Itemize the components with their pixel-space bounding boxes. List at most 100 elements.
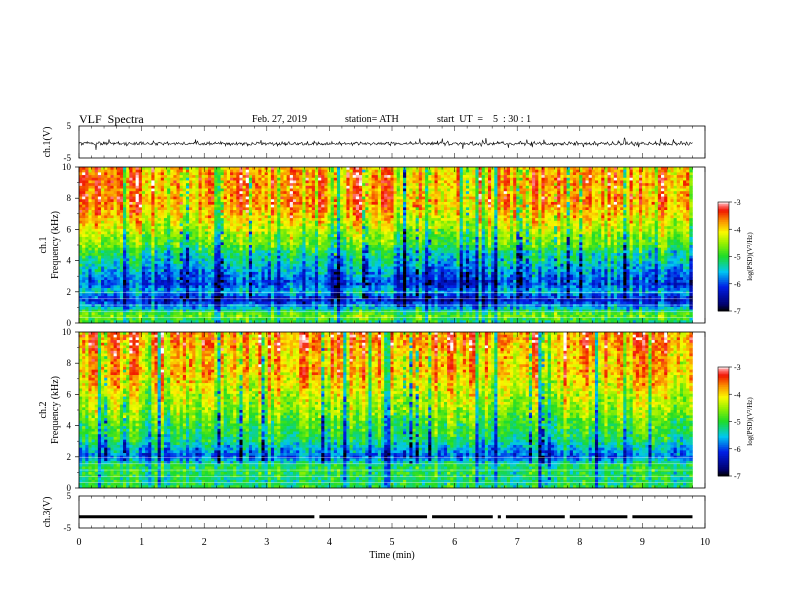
- ch1-spectrogram-cell: [126, 207, 129, 210]
- ch1-spectrogram-cell: [79, 229, 82, 232]
- ch1-spectrogram-cell: [95, 202, 98, 205]
- ch1-spectrogram-cell: [328, 223, 331, 226]
- ch1-spectrogram-cell: [98, 275, 101, 278]
- ch1-spectrogram-cell: [123, 213, 126, 216]
- ch1-spectrogram-cell: [189, 205, 192, 208]
- ch1-spectrogram-cell: [324, 318, 327, 321]
- ch1-spectrogram-cell: [199, 307, 202, 310]
- ch1-spectrogram-cell: [346, 167, 349, 170]
- ch1-spectrogram-cell: [246, 250, 249, 253]
- ch1-spectrogram-cell: [79, 307, 82, 310]
- ch1-spectrogram-cell: [145, 264, 148, 267]
- ch1-spectrogram-cell: [343, 277, 346, 280]
- ch1-spectrogram-cell: [340, 258, 343, 261]
- ch1-spectrogram-cell: [199, 178, 202, 181]
- ch1-spectrogram-cell: [287, 223, 290, 226]
- ch1-spectrogram-cell: [258, 186, 261, 189]
- ch1-spectrogram-cell: [255, 291, 258, 294]
- ch1-spectrogram-cell: [101, 285, 104, 288]
- ch1-spectrogram-cell: [151, 186, 154, 189]
- ch1-spectrogram-cell: [224, 293, 227, 296]
- ch1-spectrogram-cell: [261, 261, 264, 264]
- ch1-spectrogram-cell: [268, 223, 271, 226]
- ch1-spectrogram-cell: [299, 256, 302, 259]
- ch1-spectrogram-cell: [126, 299, 129, 302]
- ch1-spectrogram-cell: [117, 258, 120, 261]
- ch1-spectrogram-cell: [227, 221, 230, 224]
- ch1-spectrogram-cell: [161, 221, 164, 224]
- ch1-spectrogram-cell: [120, 242, 123, 245]
- ch1-spectrogram-cell: [252, 277, 255, 280]
- ch1-spectrogram-cell: [271, 167, 274, 170]
- ch1-spectrogram-cell: [158, 207, 161, 210]
- ch1-spectrogram-cell: [236, 234, 239, 237]
- ch1-spectrogram-cell: [243, 178, 246, 181]
- ch1-spectrogram-cell: [117, 205, 120, 208]
- ch1-spectrogram-cell: [88, 256, 91, 259]
- ch1-spectrogram-cell: [79, 234, 82, 237]
- ch1-spectrogram-cell: [309, 229, 312, 232]
- ch1-spectrogram-cell: [202, 183, 205, 186]
- ch1-spectrogram-cell: [315, 240, 318, 243]
- ch1-spectrogram-cell: [312, 180, 315, 183]
- ch1-spectrogram-cell: [164, 253, 167, 256]
- ch1-spectrogram-cell: [202, 237, 205, 240]
- ch1-spectrogram-cell: [161, 226, 164, 229]
- ch1-spectrogram-cell: [145, 226, 148, 229]
- ch1-spectrogram-cell: [211, 186, 214, 189]
- ch1-spectrogram-cell: [129, 285, 132, 288]
- ch1-spectrogram-cell: [293, 277, 296, 280]
- ch1-spectrogram-cell: [299, 180, 302, 183]
- ch1-spectrogram-cell: [177, 213, 180, 216]
- ch1-spectrogram-cell: [217, 232, 220, 235]
- ch1-spectrogram-cell: [195, 253, 198, 256]
- ch1-spectrogram-cell: [195, 213, 198, 216]
- ch1-spectrogram-cell: [123, 250, 126, 253]
- ch1-spectrogram-cell: [287, 180, 290, 183]
- ch1-spectrogram-cell: [246, 213, 249, 216]
- ch1-spectrogram-cell: [192, 234, 195, 237]
- ch1-spectrogram-cell: [274, 301, 277, 304]
- ch1-spectrogram-cell: [280, 191, 283, 194]
- ch1-spectrogram-cell: [101, 299, 104, 302]
- ch1-spectrogram-cell: [261, 210, 264, 213]
- ch1-spectrogram-cell: [202, 275, 205, 278]
- ch1-spectrogram-cell: [328, 186, 331, 189]
- ch1-spectrogram-cell: [340, 237, 343, 240]
- ch1-spectrogram-cell: [293, 283, 296, 286]
- ch1-spectrogram-cell: [189, 248, 192, 251]
- ch1-spectrogram-cell: [346, 240, 349, 243]
- ch1-spectrogram-cell: [142, 285, 145, 288]
- ch1-spectrogram-cell: [132, 256, 135, 259]
- ch1-spectrogram-cell: [92, 253, 95, 256]
- ch1-spectrogram-cell: [340, 310, 343, 313]
- ch1-spectrogram-cell: [117, 318, 120, 321]
- ch1-spectrogram-cell: [318, 258, 321, 261]
- ch1-spectrogram-cell: [217, 288, 220, 291]
- ch1-spectrogram-cell: [252, 223, 255, 226]
- ch1-spectrogram-cell: [101, 202, 104, 205]
- ch1-spectrogram-cell: [296, 191, 299, 194]
- ch1-spectrogram-cell: [261, 207, 264, 210]
- ch1-spectrogram-cell: [230, 264, 233, 267]
- ch1-spectrogram-cell: [199, 205, 202, 208]
- ch1-spectrogram-cell: [224, 264, 227, 267]
- ch1-spectrogram-cell: [255, 223, 258, 226]
- ch1-spectrogram-cell: [249, 189, 252, 192]
- ch1-spectrogram-cell: [167, 215, 170, 218]
- ch1-spectrogram-cell: [92, 312, 95, 315]
- ch1-spectrogram-cell: [186, 175, 189, 178]
- ch1-spectrogram-cell: [306, 170, 309, 173]
- ch1-spectrogram-cell: [164, 210, 167, 213]
- ch1-spectrogram-cell: [148, 170, 151, 173]
- ch1-spectrogram-cell: [202, 197, 205, 200]
- ch1-spectrogram-cell: [82, 258, 85, 261]
- ch1-spectrogram-cell: [107, 186, 110, 189]
- ch1-spectrogram-cell: [79, 213, 82, 216]
- ch1-spectrogram-cell: [252, 299, 255, 302]
- ch1-spectrogram-cell: [85, 304, 88, 307]
- ch1-spectrogram-cell: [249, 234, 252, 237]
- ch1-spectrogram-cell: [255, 170, 258, 173]
- ch1-spectrogram-cell: [170, 218, 173, 221]
- ch1-spectrogram-cell: [205, 191, 208, 194]
